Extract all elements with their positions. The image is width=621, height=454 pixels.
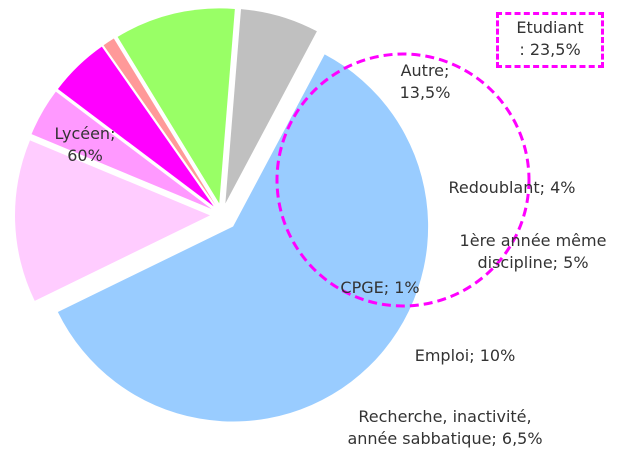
pie-slice (31, 91, 212, 210)
data-label: 1ère année même discipline; 5% (459, 231, 607, 272)
pie-slice (103, 38, 216, 205)
annotation-circle (275, 52, 531, 308)
pie-slice (225, 9, 317, 204)
data-label: CPGE; 1% (340, 278, 420, 297)
pie-slice (57, 46, 214, 207)
data-label: Autre; 13,5% (399, 61, 451, 102)
data-label: Redoublant; 4% (448, 178, 576, 197)
pie-slice (15, 140, 211, 301)
pie-slice (117, 8, 235, 204)
annotation: Etudiant : 23,5% (496, 12, 604, 68)
pie-slice (57, 54, 429, 422)
data-label: Lycéen; 60% (54, 124, 116, 165)
data-label: Emploi; 10% (414, 346, 516, 365)
data-label: Recherche, inactivité, année sabbatique;… (347, 407, 543, 448)
